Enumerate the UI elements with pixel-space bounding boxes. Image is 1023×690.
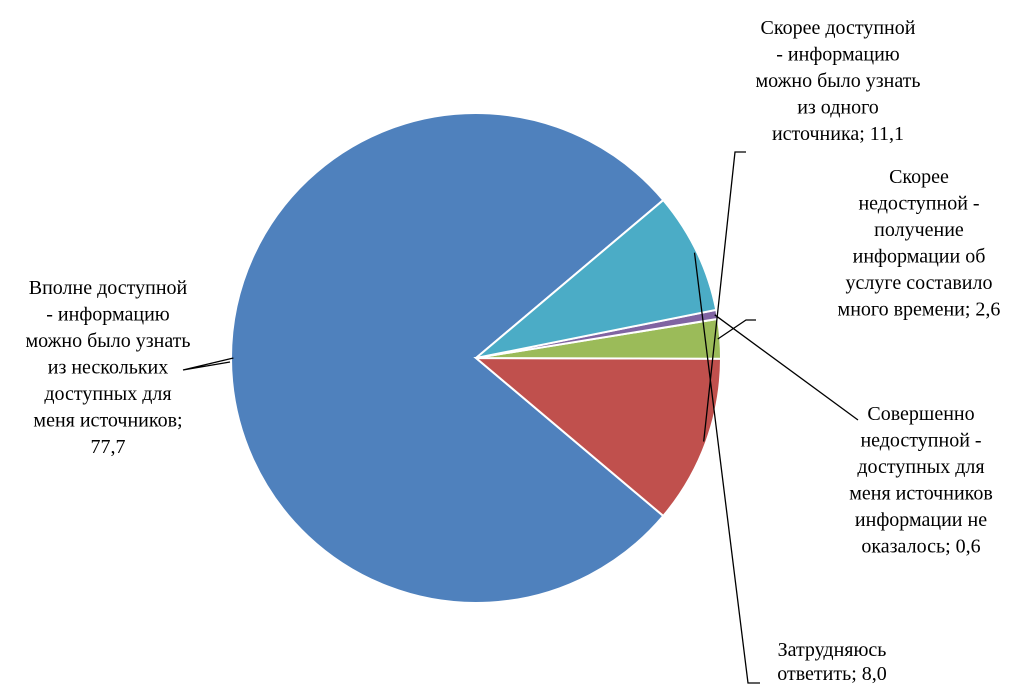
slice-labels: Вполне доступной - информацию можно было у…	[25, 17, 1000, 685]
slice-label-line: меня источников;	[33, 410, 182, 432]
slice-label-line: Вполне доступной	[29, 277, 188, 299]
slice-label-3: Скорее недоступной - получение информации о…	[838, 166, 1001, 321]
slice-label-line: меня источников	[849, 483, 993, 505]
slice-label-line: - информацию	[46, 304, 170, 326]
leader-line-5	[693, 252, 760, 684]
slice-label-line: - информацию	[776, 44, 900, 66]
leader-line-4	[714, 314, 859, 421]
slice-label-4: Совершенно недоступной - доступных для меня…	[849, 403, 993, 558]
slice-label-2: Скорее доступной - информацию можно было у…	[755, 17, 920, 145]
slice-label-line: Совершенно	[867, 403, 974, 425]
slice-label-line: 77,7	[91, 436, 126, 458]
slice-label-line: Скорее доступной	[761, 17, 916, 39]
slice-label-line: информации об	[853, 246, 986, 268]
slice-label-line: ответить; 8,0	[777, 663, 887, 685]
leader-line-2	[703, 151, 746, 442]
slice-label-line: можно было узнать	[755, 70, 920, 92]
slice-label-line: источника; 11,1	[772, 123, 904, 145]
pie-slice-5	[475, 198, 718, 359]
slice-label-line: получение	[874, 219, 964, 241]
slice-label-line: доступных для	[857, 456, 984, 478]
slice-label-1: Вполне доступной - информацию можно было у…	[25, 277, 190, 458]
slice-label-line: доступных для	[44, 383, 171, 405]
pie-slices	[230, 112, 723, 604]
slice-label-line: из нескольких	[48, 357, 169, 379]
slice-label-line: много времени; 2,6	[838, 299, 1001, 321]
slice-label-line: можно было узнать	[25, 330, 190, 352]
slice-label-line: оказалось; 0,6	[861, 536, 980, 558]
leader-line-1	[182, 357, 234, 371]
pie-slice-2	[473, 356, 723, 518]
leader-lines	[182, 151, 859, 684]
slice-label-line: информации не	[855, 509, 987, 531]
slice-label-line: Скорее	[889, 166, 949, 188]
slice-label-line: из одного	[797, 97, 879, 119]
slice-label-line: недоступной -	[858, 193, 979, 215]
slice-label-line: недоступной -	[860, 430, 981, 452]
leader-line-3	[717, 319, 756, 340]
slice-label-5: Затрудняюсь ответить; 8,0	[777, 639, 887, 685]
slice-label-line: Затрудняюсь	[778, 639, 887, 661]
slice-label-line: услуге составило	[846, 272, 993, 294]
